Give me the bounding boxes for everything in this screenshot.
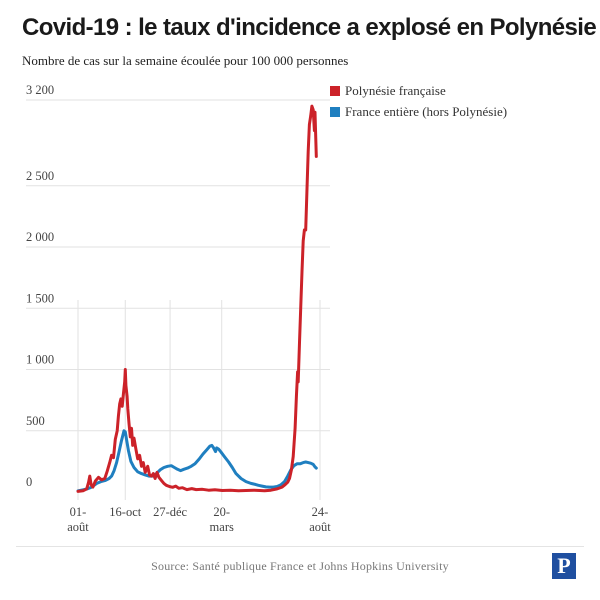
y-tick-label-4: 2 000 [26, 230, 54, 244]
legend-swatch-france [330, 106, 340, 117]
legend-label-france: France entière (hors Polynésie) [345, 103, 508, 119]
x-tick-label-line: août [309, 520, 331, 534]
le-parisien-logo: P [552, 553, 576, 579]
chart-subtitle: Nombre de cas sur la semaine écoulée pou… [22, 53, 349, 68]
series-lines [76, 104, 318, 493]
source-note: Source: Santé publique France et Johns H… [151, 559, 449, 573]
x-tick-label-line: 01- [70, 505, 87, 519]
legend-swatch-polynesie [330, 85, 340, 96]
y-tick-label-2: 1 000 [26, 353, 54, 367]
x-tick-label-line: 24- [312, 505, 329, 519]
x-tick-label-line: 16-oct [109, 505, 141, 519]
x-tick-label-1: 16-oct [109, 505, 141, 519]
x-tick-label-line: 20- [213, 505, 230, 519]
x-tick-label-line: mars [210, 520, 234, 534]
y-tick-label-0: 0 [26, 475, 32, 489]
y-axis-labels: 0 500 1 000 1 500 2 000 2 500 3 200 [26, 83, 54, 489]
chart-title: Covid-19 : le taux d'incidence a explosé… [22, 14, 597, 41]
legend: Polynésie française France entière (hors… [330, 80, 507, 122]
y-tick-label-6: 3 200 [26, 83, 54, 97]
legend-item-polynesie: Polynésie française [330, 80, 507, 101]
footer-divider [16, 546, 584, 547]
x-tick-label-2: 27-déc [153, 505, 187, 519]
x-tick-label-3: 20-mars [210, 505, 234, 534]
y-tick-label-3: 1 500 [26, 291, 54, 305]
x-tick-label-line: août [67, 520, 89, 534]
x-tick-label-0: 01-août [67, 505, 89, 534]
legend-label-polynesie: Polynésie française [345, 82, 446, 98]
y-tick-label-1: 500 [26, 414, 45, 428]
series-line-france [76, 429, 318, 493]
x-tick-label-4: 24-août [309, 505, 331, 534]
legend-item-france: France entière (hors Polynésie) [330, 101, 507, 122]
gridlines [26, 99, 330, 500]
y-tick-label-5: 2 500 [26, 169, 54, 183]
series-line-polynesie [76, 104, 318, 493]
x-tick-label-line: 27-déc [153, 505, 187, 519]
